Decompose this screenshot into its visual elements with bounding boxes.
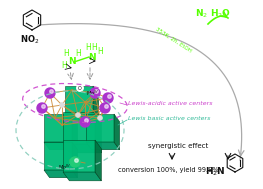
- Circle shape: [50, 90, 53, 93]
- Text: Lewis basic active centers: Lewis basic active centers: [128, 116, 210, 121]
- Polygon shape: [44, 142, 78, 150]
- Text: conversion 100%, yield 99.8%: conversion 100%, yield 99.8%: [118, 167, 219, 173]
- Circle shape: [59, 102, 64, 108]
- Circle shape: [70, 157, 80, 167]
- Text: N$_2$ H$_2$O: N$_2$ H$_2$O: [195, 7, 231, 19]
- Polygon shape: [65, 114, 99, 122]
- Polygon shape: [72, 114, 78, 150]
- Circle shape: [75, 112, 80, 118]
- Text: N: N: [88, 53, 96, 61]
- Text: Mo$^{IV}$: Mo$^{IV}$: [86, 89, 100, 98]
- Circle shape: [105, 105, 108, 108]
- Text: H: H: [75, 50, 81, 59]
- Text: H$_2$N: H$_2$N: [205, 165, 226, 177]
- Polygon shape: [65, 86, 93, 114]
- Circle shape: [100, 103, 110, 113]
- Polygon shape: [63, 172, 102, 181]
- Text: synergistic effect: synergistic effect: [148, 143, 208, 149]
- Text: Lewis-acidic active centers: Lewis-acidic active centers: [128, 101, 213, 106]
- Circle shape: [90, 88, 100, 98]
- Circle shape: [85, 119, 88, 122]
- Polygon shape: [63, 144, 102, 153]
- Text: H: H: [97, 46, 103, 56]
- Circle shape: [98, 115, 103, 121]
- Polygon shape: [72, 142, 78, 178]
- Text: Mo$^{IV}$: Mo$^{IV}$: [58, 163, 72, 172]
- Circle shape: [95, 90, 98, 93]
- Text: H: H: [91, 43, 97, 51]
- Circle shape: [108, 95, 111, 98]
- Polygon shape: [86, 114, 114, 142]
- Circle shape: [37, 103, 47, 113]
- Polygon shape: [44, 142, 72, 170]
- Circle shape: [77, 84, 83, 91]
- Polygon shape: [114, 114, 120, 150]
- Text: H: H: [63, 50, 69, 59]
- Polygon shape: [44, 170, 78, 178]
- Polygon shape: [44, 114, 72, 142]
- Text: NO$_2$: NO$_2$: [20, 33, 39, 46]
- Text: H: H: [61, 61, 67, 70]
- Circle shape: [45, 88, 55, 98]
- Text: 353K, 2h, EtOH: 353K, 2h, EtOH: [155, 26, 193, 53]
- Circle shape: [103, 93, 113, 103]
- Circle shape: [80, 117, 90, 127]
- Text: O: O: [78, 85, 82, 91]
- Text: H: H: [85, 43, 91, 53]
- Polygon shape: [95, 112, 102, 153]
- Circle shape: [42, 105, 45, 108]
- Polygon shape: [86, 142, 120, 150]
- Polygon shape: [93, 86, 99, 122]
- Polygon shape: [63, 140, 95, 172]
- Polygon shape: [63, 112, 95, 144]
- Polygon shape: [95, 140, 102, 181]
- Text: N: N: [68, 57, 76, 67]
- Circle shape: [75, 159, 78, 162]
